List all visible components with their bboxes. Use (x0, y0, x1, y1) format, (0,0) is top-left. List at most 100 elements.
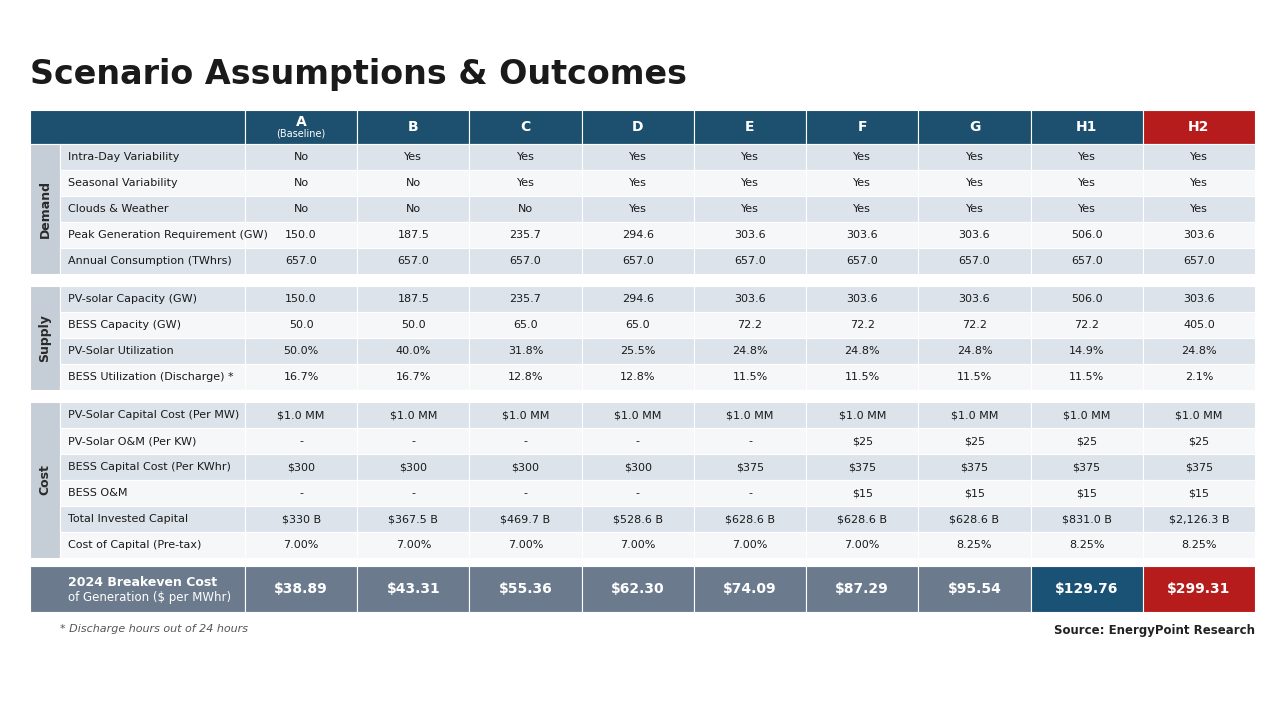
Bar (1030, 364, 1143, 390)
Text: $15: $15 (1188, 488, 1210, 498)
Text: Yes: Yes (628, 178, 646, 188)
Text: Clouds & Weather: Clouds & Weather (68, 204, 169, 214)
Bar (244, 454, 357, 480)
Bar (357, 222, 470, 248)
Text: 11.5%: 11.5% (732, 372, 768, 382)
Text: $469.7 B: $469.7 B (500, 514, 550, 524)
Text: 7.00%: 7.00% (396, 540, 431, 550)
Text: $628.6 B: $628.6 B (950, 514, 1000, 524)
Bar (918, 480, 1030, 506)
Bar (244, 196, 357, 222)
Text: $300: $300 (623, 462, 652, 472)
Text: Yes: Yes (1078, 178, 1096, 188)
Text: 2024 Breakeven Cost: 2024 Breakeven Cost (68, 575, 218, 588)
Bar (918, 286, 1030, 312)
Text: * Discharge hours out of 24 hours: * Discharge hours out of 24 hours (60, 624, 248, 634)
Bar (918, 196, 1030, 222)
Bar (60, 222, 244, 248)
Text: No: No (293, 152, 308, 162)
Text: $43.31: $43.31 (387, 582, 440, 596)
Text: 50.0: 50.0 (289, 320, 314, 330)
Bar (470, 110, 581, 144)
Bar (244, 428, 357, 454)
Bar (470, 338, 581, 364)
Text: Seasonal Variability: Seasonal Variability (68, 178, 178, 188)
Bar (357, 286, 470, 312)
Text: 235.7: 235.7 (509, 230, 541, 240)
Text: 303.6: 303.6 (1183, 294, 1215, 304)
Text: 12.8%: 12.8% (620, 372, 655, 382)
Bar (470, 364, 581, 390)
Text: Cost of Capital (Pre-tax): Cost of Capital (Pre-tax) (68, 540, 201, 550)
Text: 65.0: 65.0 (626, 320, 650, 330)
Text: $25: $25 (1076, 436, 1097, 446)
Text: 405.0: 405.0 (1183, 320, 1215, 330)
Text: $1.0 MM: $1.0 MM (502, 410, 549, 420)
Text: Source: EnergyPoint Research: Source: EnergyPoint Research (1053, 624, 1254, 637)
Bar (581, 248, 694, 274)
Text: No: No (293, 178, 308, 188)
Text: 50.0%: 50.0% (283, 346, 319, 356)
Bar (806, 338, 918, 364)
Text: Yes: Yes (517, 178, 535, 188)
Bar (806, 312, 918, 338)
Text: 50.0: 50.0 (401, 320, 426, 330)
Text: E: E (745, 120, 755, 134)
Bar (1030, 566, 1143, 612)
Text: $330 B: $330 B (282, 514, 321, 524)
Bar (244, 364, 357, 390)
Bar (581, 402, 694, 428)
Bar (694, 454, 806, 480)
Text: 72.2: 72.2 (1074, 320, 1100, 330)
Bar (694, 338, 806, 364)
Text: 7.00%: 7.00% (845, 540, 879, 550)
Text: -: - (300, 436, 303, 446)
Text: 657.0: 657.0 (622, 256, 654, 266)
Bar (470, 566, 581, 612)
Text: Yes: Yes (1078, 204, 1096, 214)
Text: $25: $25 (1188, 436, 1210, 446)
Text: 16.7%: 16.7% (396, 372, 431, 382)
Text: PV-Solar Utilization: PV-Solar Utilization (68, 346, 174, 356)
Bar (694, 480, 806, 506)
Text: $25: $25 (964, 436, 986, 446)
Bar (806, 196, 918, 222)
Bar (60, 402, 244, 428)
Text: $831.0 B: $831.0 B (1061, 514, 1111, 524)
Text: -: - (524, 488, 527, 498)
Bar (806, 428, 918, 454)
Text: 303.6: 303.6 (846, 294, 878, 304)
Text: BESS O&M: BESS O&M (68, 488, 128, 498)
Text: $300: $300 (399, 462, 428, 472)
Bar (470, 170, 581, 196)
Bar (60, 286, 244, 312)
Text: 8.25%: 8.25% (1069, 540, 1105, 550)
Bar (244, 248, 357, 274)
Bar (1143, 222, 1254, 248)
Text: Yes: Yes (517, 152, 535, 162)
Bar (918, 506, 1030, 532)
Text: Intra-Day Variability: Intra-Day Variability (68, 152, 179, 162)
Text: $15: $15 (964, 488, 984, 498)
Text: Yes: Yes (404, 152, 422, 162)
Text: Yes: Yes (1190, 152, 1208, 162)
Text: 7.00%: 7.00% (620, 540, 655, 550)
Text: 235.7: 235.7 (509, 294, 541, 304)
Text: G: G (969, 120, 980, 134)
Text: $15: $15 (1076, 488, 1097, 498)
Bar (244, 480, 357, 506)
Bar (581, 506, 694, 532)
Text: Yes: Yes (741, 152, 759, 162)
Bar (244, 144, 357, 170)
Text: 31.8%: 31.8% (508, 346, 543, 356)
Bar (357, 566, 470, 612)
Text: PV-solar Capacity (GW): PV-solar Capacity (GW) (68, 294, 197, 304)
Text: Demand: Demand (38, 180, 51, 238)
Text: 7.00%: 7.00% (732, 540, 768, 550)
Bar (1143, 170, 1254, 196)
Text: 72.2: 72.2 (737, 320, 763, 330)
Text: $375: $375 (1185, 462, 1213, 472)
Text: $299.31: $299.31 (1167, 582, 1230, 596)
Text: 506.0: 506.0 (1071, 294, 1102, 304)
Bar (60, 144, 244, 170)
